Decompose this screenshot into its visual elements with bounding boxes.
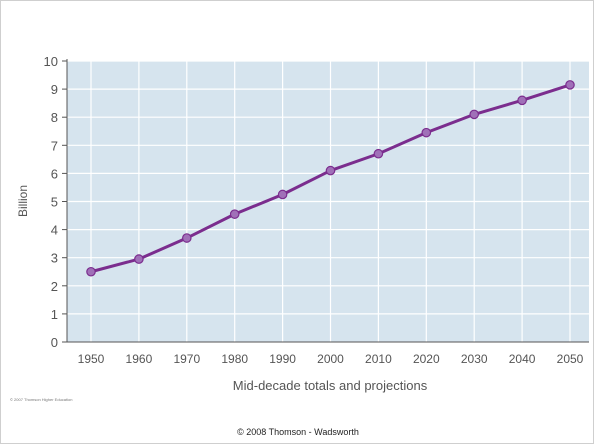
data-point-2010	[373, 148, 384, 159]
y-tick-label-8: 8	[51, 110, 58, 125]
data-point-1980	[229, 209, 240, 219]
y-tick-label-10: 10	[44, 54, 58, 69]
y-tick-label-2: 2	[51, 279, 58, 294]
y-tick-label-0: 0	[51, 335, 58, 350]
x-tick-label-2050: 2050	[557, 352, 584, 366]
x-tick-label-2040: 2040	[509, 352, 536, 366]
data-point-2040	[517, 95, 527, 106]
y-tick-label-9: 9	[51, 82, 58, 97]
x-tick-label-2030: 2030	[461, 352, 488, 366]
data-point-2050	[565, 80, 575, 90]
footer-credit: © 2008 Thomson - Wadsworth	[237, 427, 359, 437]
y-tick-label-3: 3	[51, 251, 58, 266]
x-tick-label-2010: 2010	[365, 352, 392, 366]
y-tick-label-5: 5	[51, 195, 58, 210]
data-point-1990	[277, 189, 288, 200]
x-axis-label: Mid-decade totals and projections	[233, 378, 428, 393]
small-credit: © 2007 Thomson Higher Education	[10, 397, 73, 402]
data-point-2020	[421, 127, 432, 138]
y-tick-label-1: 1	[51, 307, 58, 322]
x-tick-label-2000: 2000	[317, 352, 344, 366]
data-point-1950	[86, 266, 96, 277]
y-axis-label: Billion	[16, 185, 30, 217]
x-tick-label-1980: 1980	[221, 352, 248, 366]
data-point-1960	[134, 254, 144, 264]
x-tick-label-1970: 1970	[173, 352, 200, 366]
y-tick-label-6: 6	[51, 166, 58, 181]
data-point-1970	[182, 233, 192, 243]
x-tick-label-1990: 1990	[269, 352, 296, 366]
x-tick-label-2020: 2020	[413, 352, 440, 366]
y-tick-label-7: 7	[51, 138, 58, 153]
x-tick-label-1950: 1950	[78, 352, 105, 366]
y-tick-label-4: 4	[51, 223, 58, 238]
data-point-2000	[325, 165, 336, 176]
x-tick-label-1960: 1960	[126, 352, 153, 366]
data-point-2030	[469, 109, 479, 120]
